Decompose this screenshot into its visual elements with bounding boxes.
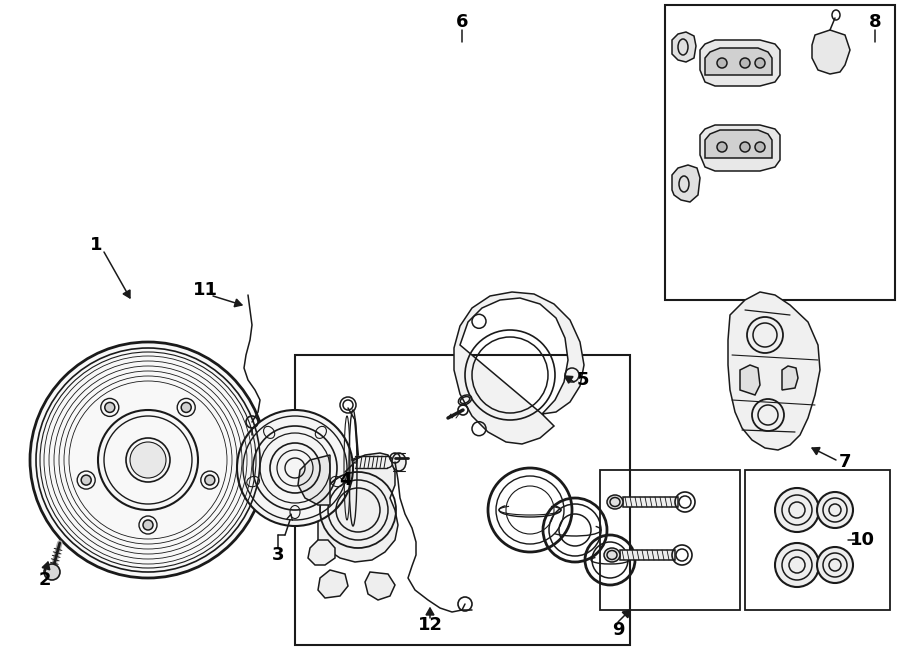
Circle shape [755,58,765,68]
Bar [745,470,890,610]
Circle shape [237,410,353,526]
Ellipse shape [392,453,406,471]
Circle shape [181,402,191,412]
Polygon shape [298,455,330,505]
Polygon shape [705,48,772,75]
Ellipse shape [604,548,620,562]
Circle shape [143,520,153,530]
Text: 3: 3 [272,546,284,564]
Polygon shape [700,125,780,171]
Polygon shape [426,608,434,615]
Bar [620,550,675,560]
Circle shape [30,342,266,578]
Text: 1: 1 [90,236,103,254]
Polygon shape [672,32,696,62]
Bar [295,355,630,645]
Text: 10: 10 [850,531,875,549]
Polygon shape [740,365,760,395]
Text: 7: 7 [839,453,851,471]
Circle shape [205,475,215,485]
Text: 11: 11 [193,281,218,299]
Text: 8: 8 [868,13,881,31]
Polygon shape [812,30,850,74]
Polygon shape [42,562,50,570]
Circle shape [740,58,750,68]
Polygon shape [705,130,772,158]
Ellipse shape [607,495,623,509]
Circle shape [81,475,91,485]
Polygon shape [728,292,820,450]
Polygon shape [123,290,130,298]
Polygon shape [454,292,584,444]
Bar [623,497,678,507]
Circle shape [104,402,115,412]
Polygon shape [622,610,630,618]
Circle shape [44,564,60,580]
Text: 12: 12 [418,616,443,634]
Polygon shape [700,40,780,86]
Circle shape [817,492,853,528]
Polygon shape [365,572,395,600]
Bar [665,5,895,300]
Polygon shape [782,366,798,390]
Text: 4: 4 [338,471,351,489]
Text: 5: 5 [577,371,590,389]
Circle shape [775,488,819,532]
Circle shape [755,142,765,152]
Text: 6: 6 [455,13,468,31]
Circle shape [817,547,853,583]
Bar [600,470,740,610]
Polygon shape [565,376,573,383]
Text: 2: 2 [39,571,51,589]
Polygon shape [672,165,700,202]
Polygon shape [234,299,242,307]
Polygon shape [318,570,348,598]
Circle shape [740,142,750,152]
Polygon shape [308,540,335,565]
Text: 9: 9 [612,621,625,639]
Polygon shape [812,448,820,455]
Circle shape [775,543,819,587]
Circle shape [717,142,727,152]
Polygon shape [318,453,398,562]
Circle shape [717,58,727,68]
Circle shape [130,442,166,478]
